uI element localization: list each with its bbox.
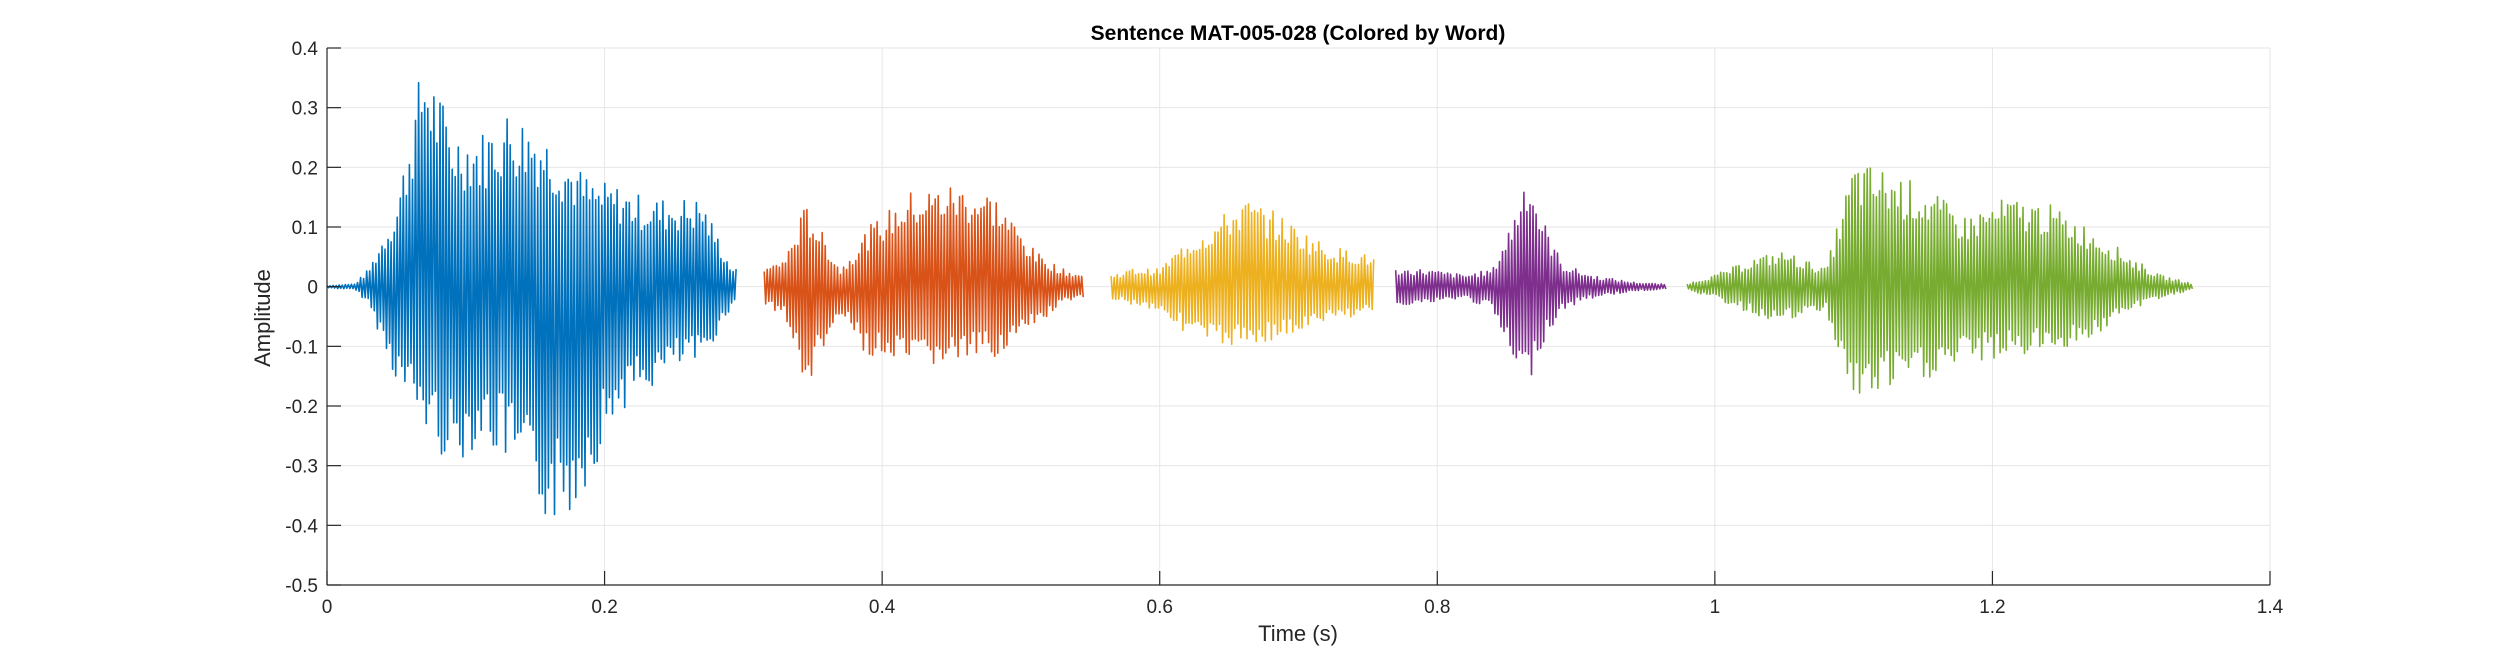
x-tick-label: 1 [1710,597,1721,618]
y-tick-label: -0.5 [285,576,318,597]
y-tick-label: -0.3 [285,457,318,478]
x-tick-label: 0.4 [869,597,896,618]
x-tick-label: 0 [322,597,333,618]
word-waveform-4 [1394,191,1667,376]
y-tick-label: 0.4 [292,39,319,60]
y-tick-labels: -0.5 -0.4 -0.3 -0.2 -0.1 0 0.1 0.2 0.3 0.4 [285,39,318,597]
chart-title: Sentence MAT-005-028 (Colored by Word) [1091,22,1506,45]
x-tick-label: 0.2 [591,597,617,618]
x-axis-label: Time (s) [1258,621,1338,646]
x-tick-labels: 0 0.2 0.4 0.6 0.8 1 1.2 1.4 [322,597,2284,618]
y-tick-label: -0.1 [285,337,318,358]
word-waveform-1 [326,81,737,516]
y-tick-label: 0.2 [292,158,318,179]
y-tick-label: -0.2 [285,397,318,418]
y-tick-label: 0.1 [292,218,318,239]
x-tick-label: 0.8 [1424,597,1450,618]
word-waveform-2 [763,187,1084,376]
y-tick-label: 0 [307,278,318,299]
x-tick-label: 0.6 [1147,597,1173,618]
series-layer [326,81,2194,516]
y-tick-label: -0.4 [285,516,318,537]
y-axis-label: Amplitude [250,269,275,367]
axes [326,47,2271,586]
y-tick-label: 0.3 [292,99,318,120]
word-waveform-5 [1686,167,2194,394]
x-tick-label: 1.4 [2257,597,2284,618]
word-waveform-3 [1110,203,1375,345]
x-tick-label: 1.2 [1979,597,2005,618]
